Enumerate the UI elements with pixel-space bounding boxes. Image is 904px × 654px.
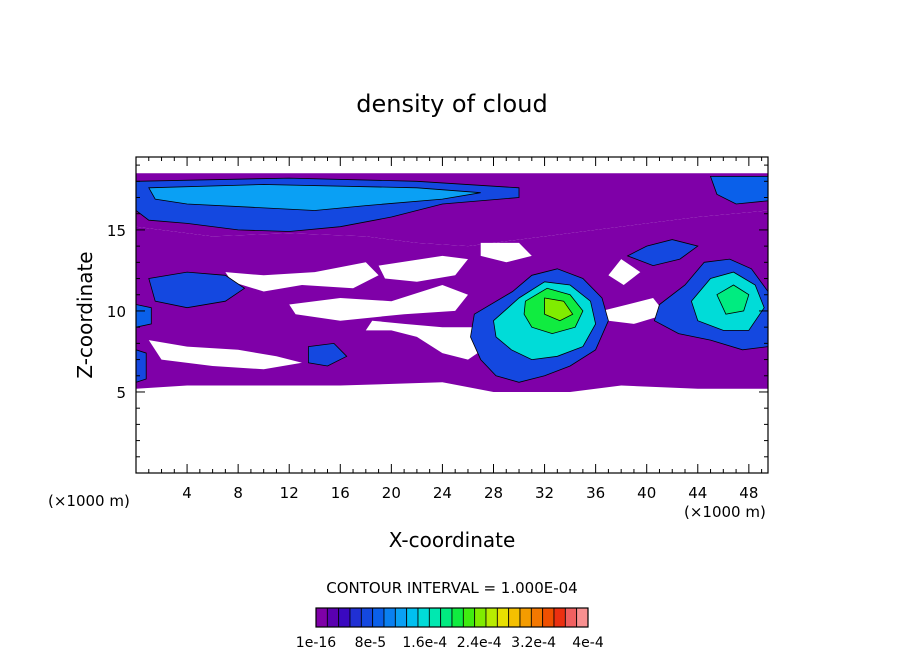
clear-gap-2 xyxy=(289,285,468,321)
colorbar-tick-label: 2.4e-4 xyxy=(457,635,502,651)
y-tick-label: 10 xyxy=(107,303,126,321)
region-left-middle-blue xyxy=(148,272,245,308)
x-units-left: (×1000 m) xyxy=(48,492,130,510)
colorbar-swatch xyxy=(326,607,340,628)
contour-upper-band-right-blue xyxy=(709,175,768,205)
colorbar-tick-label: 1.6e-4 xyxy=(402,635,447,651)
colorbar-swatch xyxy=(338,607,351,628)
clear-gap-8 xyxy=(608,259,641,285)
colorbar-swatch xyxy=(576,607,589,628)
x-tick-label: 28 xyxy=(484,484,503,502)
colorbar-tick-label: 1e-16 xyxy=(296,635,336,651)
x-tick-label: 40 xyxy=(637,484,656,502)
y-axis-ticks: 5 10 15 xyxy=(107,164,768,458)
x-tick-label: 44 xyxy=(688,484,707,502)
colorbar-swatch xyxy=(349,607,362,628)
colorbar-swatch xyxy=(428,607,442,628)
contour-central-cell-green xyxy=(523,287,584,335)
x-tick-label: 12 xyxy=(280,484,299,502)
x-tick-label: 24 xyxy=(433,484,452,502)
colorbar xyxy=(315,607,589,628)
clear-gap-7 xyxy=(602,298,666,324)
contour-right-cell-blue xyxy=(653,258,768,351)
region-upper-band-right-blue xyxy=(710,176,768,204)
colorbar-swatch xyxy=(564,607,578,628)
colorbar-tick-label: 3.2e-4 xyxy=(511,635,556,651)
clear-gap-5 xyxy=(365,320,488,360)
colorbar-swatch xyxy=(394,607,408,628)
colorbar-swatch xyxy=(508,607,521,628)
clear-gap-4 xyxy=(480,242,532,263)
colorbar-swatch xyxy=(462,607,476,628)
x-tick-label: 48 xyxy=(739,484,758,502)
clear-gap-3 xyxy=(378,255,468,282)
colorbar-swatch xyxy=(315,607,328,628)
x-axis-ticks: 4 8 12 16 20 24 28 32 36 40 44 48 xyxy=(148,157,763,502)
x-tick-label: 32 xyxy=(535,484,554,502)
plot-frame xyxy=(135,156,769,474)
colorbar-tick-labels: 1e-16 8e-5 1.6e-4 2.4e-4 3.2e-4 4e-4 xyxy=(296,635,604,651)
colorbar-swatch xyxy=(530,607,544,628)
colorbar-swatch xyxy=(485,607,498,628)
colorbar-swatch xyxy=(360,607,374,628)
contour-central-cell-core xyxy=(544,297,574,322)
colorbar-swatch xyxy=(440,607,453,628)
density-field xyxy=(136,173,768,392)
clear-gap-1 xyxy=(225,262,379,292)
x-axis-label: X-coordinate xyxy=(389,528,516,552)
y-tick-label: 5 xyxy=(116,384,126,402)
contour-interval-label: CONTOUR INTERVAL = 1.000E-04 xyxy=(326,579,577,597)
region-left-lower-blue xyxy=(136,349,147,383)
contour-right-cell-green xyxy=(716,284,750,315)
colorbar-frame xyxy=(315,607,589,628)
colorbar-swatch xyxy=(553,607,566,628)
contour-lines xyxy=(136,175,768,383)
colorbar-swatch xyxy=(406,607,419,628)
x-tick-label: 4 xyxy=(182,484,192,502)
colorbar-swatch xyxy=(383,607,396,628)
chart-title: density of cloud xyxy=(356,90,547,118)
contour-upper-band-blue-1 xyxy=(136,177,520,232)
colorbar-swatch xyxy=(519,607,532,628)
x-tick-label: 8 xyxy=(233,484,243,502)
region-upper-band-blue-2 xyxy=(148,184,481,211)
colorbar-tick-label: 8e-5 xyxy=(355,635,386,651)
contour-central-cell-cyan xyxy=(493,281,597,361)
colorbar-swatch xyxy=(451,607,464,628)
colorbar-swatch xyxy=(496,607,510,628)
clear-gap-6 xyxy=(148,340,302,370)
x-tick-label: 16 xyxy=(331,484,350,502)
contour-mid-small-blue xyxy=(307,342,348,367)
x-units-right: (×1000 m) xyxy=(684,503,766,521)
contour-right-top-blue xyxy=(626,239,699,267)
contour-left-middle-blue xyxy=(148,271,246,309)
colorbar-swatch xyxy=(542,607,555,628)
region-right-top-blue xyxy=(627,239,698,266)
colorbar-swatch xyxy=(474,607,487,628)
y-tick-label: 15 xyxy=(107,222,126,240)
region-right-cell-green xyxy=(716,285,749,315)
colorbar-tick-label: 4e-4 xyxy=(572,635,604,651)
x-tick-label: 36 xyxy=(586,484,605,502)
region-left-edge-blue xyxy=(136,304,152,328)
y-axis-label: Z-coordinate xyxy=(73,251,97,378)
contour-central-cell-blue xyxy=(470,268,609,383)
contour-left-lower-blue xyxy=(136,349,147,383)
region-mid-small-blue xyxy=(308,343,347,366)
colorbar-swatch xyxy=(417,607,430,628)
region-central-cell-core xyxy=(544,298,573,321)
contour-upper-band-blue-2 xyxy=(148,184,481,211)
colorbar-swatch xyxy=(372,607,385,628)
x-tick-label: 20 xyxy=(382,484,401,502)
contour-left-edge-blue xyxy=(136,304,152,328)
contour-right-cell-cyan xyxy=(690,271,765,331)
